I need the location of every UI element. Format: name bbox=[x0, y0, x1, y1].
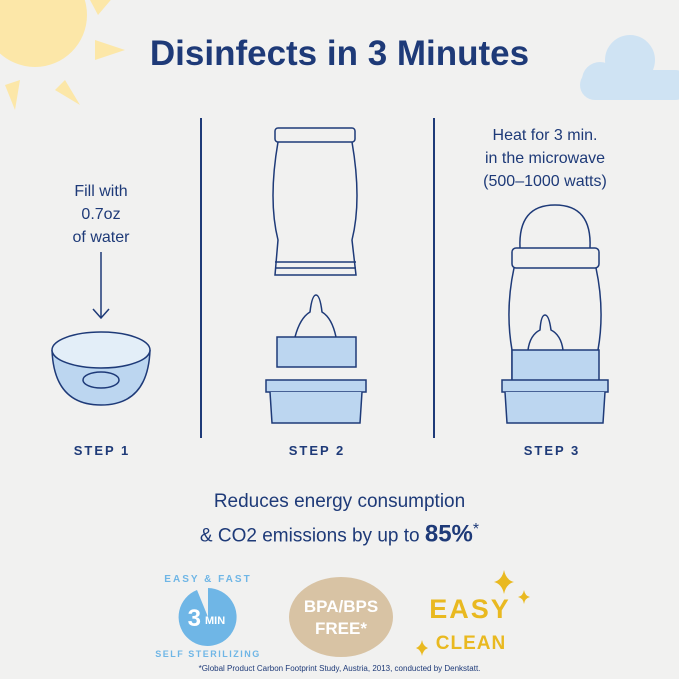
text-line: (500–1000 watts) bbox=[483, 173, 607, 190]
bowl-icon bbox=[51, 331, 151, 406]
divider bbox=[200, 118, 202, 438]
self-sterilizing-badge: EASY & FAST SELF STERILIZING 3 MIN bbox=[155, 574, 261, 659]
divider bbox=[433, 118, 435, 438]
text-line: in the microwave bbox=[484, 150, 606, 167]
text: & CO2 emissions by up to bbox=[199, 525, 420, 547]
base-container-icon bbox=[265, 379, 367, 424]
sparkle-icon bbox=[518, 590, 530, 604]
percent-value: 85% bbox=[424, 520, 473, 548]
cloud-icon bbox=[580, 35, 679, 100]
badge-text: BPA/BPS bbox=[304, 597, 378, 616]
text-line: Fill with bbox=[74, 183, 128, 200]
bottle-icon bbox=[272, 127, 358, 276]
badge-text: EASY bbox=[429, 594, 511, 624]
badge-text: EASY & FAST bbox=[164, 574, 251, 585]
step-label: STEP 3 bbox=[523, 443, 581, 458]
text-line: Heat for 3 min. bbox=[492, 127, 598, 144]
footnote-mark: * bbox=[472, 521, 480, 538]
step1-instructions: Fill with 0.7oz of water bbox=[41, 180, 161, 249]
badge-text: SELF STERILIZING bbox=[155, 649, 261, 659]
badge-number: 3 bbox=[188, 605, 201, 632]
sun-icon bbox=[0, 0, 125, 110]
badge-unit: MIN bbox=[205, 615, 225, 627]
step-label: STEP 1 bbox=[73, 443, 131, 458]
text-line: 0.7oz bbox=[81, 206, 121, 223]
text-line: of water bbox=[72, 229, 130, 246]
page-title: Disinfects in 3 Minutes bbox=[149, 34, 530, 73]
text-line: Reduces energy consumption bbox=[213, 491, 466, 512]
step-label: STEP 2 bbox=[288, 443, 346, 458]
footnote: *Global Product Carbon Footprint Study, … bbox=[198, 664, 481, 673]
badge-text: FREE* bbox=[315, 619, 367, 638]
easy-clean-badge: EASY CLEAN bbox=[416, 570, 530, 656]
sparkle-icon bbox=[494, 570, 514, 594]
bpa-free-badge: BPA/BPS FREE* bbox=[289, 577, 393, 657]
assembled-sterilizer-icon bbox=[501, 204, 609, 424]
nipple-icon bbox=[276, 294, 357, 368]
energy-claim: Reduces energy consumption & CO2 emissio… bbox=[0, 488, 679, 550]
arrow-down-icon bbox=[92, 252, 110, 320]
step3-instructions: Heat for 3 min. in the microwave (500–10… bbox=[465, 124, 625, 193]
sparkle-icon bbox=[416, 640, 428, 656]
badge-text: CLEAN bbox=[436, 633, 506, 654]
text-line: & CO2 emissions by up to 85%* bbox=[0, 516, 679, 550]
